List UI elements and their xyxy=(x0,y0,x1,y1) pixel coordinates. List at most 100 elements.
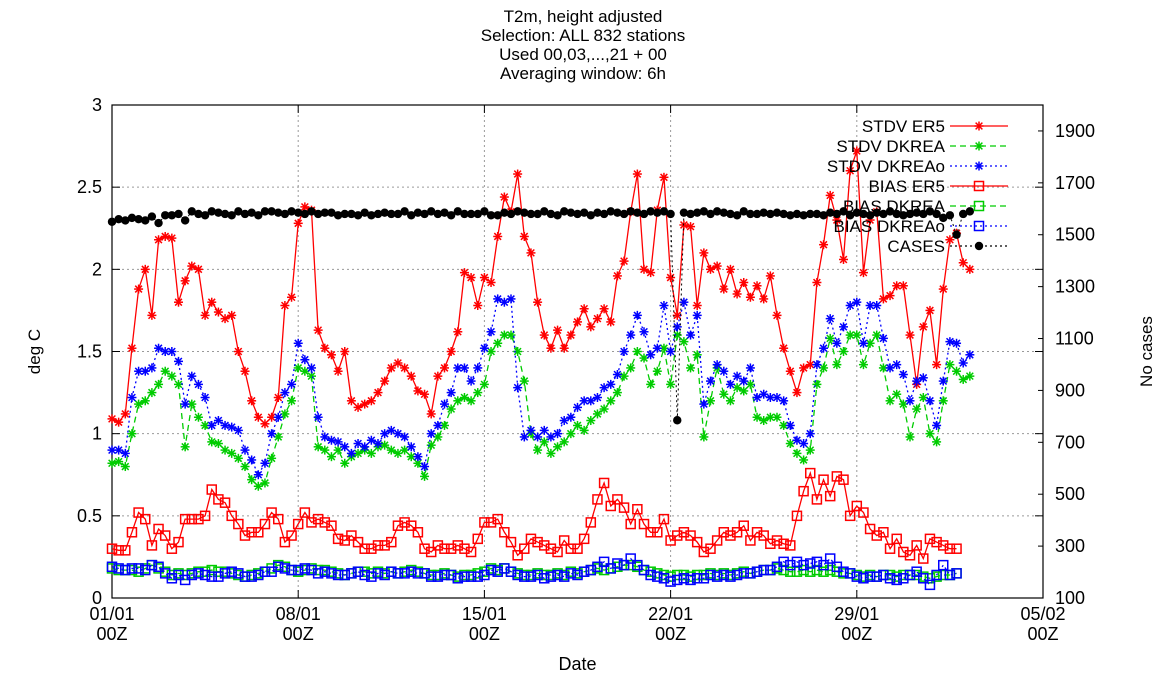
data-point xyxy=(492,566,503,577)
data-point xyxy=(147,388,157,398)
data-point xyxy=(973,200,985,212)
data-point xyxy=(665,576,676,587)
data-point xyxy=(167,347,177,356)
data-point xyxy=(918,573,929,584)
data-point xyxy=(799,455,809,465)
data-point xyxy=(200,211,210,220)
data-point xyxy=(234,207,243,216)
data-point xyxy=(267,453,277,463)
marker-stroke xyxy=(447,347,456,356)
marker-stroke xyxy=(440,400,449,408)
data-point xyxy=(974,241,984,251)
data-point xyxy=(819,211,828,220)
marker-stroke xyxy=(892,390,901,399)
marker-stroke xyxy=(932,437,941,446)
data-point xyxy=(287,396,297,406)
data-point xyxy=(904,569,916,581)
data-point xyxy=(699,207,709,216)
legend-label: BIAS ER5 xyxy=(868,177,945,196)
data-point xyxy=(965,371,975,381)
data-point xyxy=(133,563,144,574)
data-point xyxy=(433,371,443,381)
data-point xyxy=(566,330,576,340)
data-point xyxy=(712,261,722,271)
marker-stroke xyxy=(254,482,263,491)
data-point xyxy=(752,281,762,291)
data-point xyxy=(818,559,829,571)
marker-stroke xyxy=(247,475,256,484)
marker-stroke xyxy=(852,147,861,155)
data-point xyxy=(739,277,749,287)
data-point xyxy=(400,445,410,455)
marker-stroke xyxy=(646,380,655,389)
data-point xyxy=(824,553,836,564)
data-point xyxy=(359,569,370,581)
data-point xyxy=(133,507,144,518)
legend-entry: STDV DKREAo xyxy=(827,157,1008,176)
marker-stroke xyxy=(699,248,708,257)
marker-stroke xyxy=(939,396,948,405)
data-point xyxy=(420,471,430,481)
data-point xyxy=(306,517,317,528)
data-point xyxy=(878,527,889,538)
data-point xyxy=(432,540,444,551)
data-point xyxy=(752,412,762,422)
marker-stroke xyxy=(327,436,336,445)
data-point xyxy=(666,347,676,356)
data-point xyxy=(712,360,722,370)
marker-stroke xyxy=(753,281,761,290)
marker-stroke xyxy=(347,449,356,458)
marker-stroke xyxy=(759,390,768,399)
data-point xyxy=(366,448,376,458)
x-tick-label: 29/01 xyxy=(834,604,879,624)
data-point xyxy=(739,207,748,216)
marker-stroke xyxy=(533,433,542,441)
data-point xyxy=(485,564,497,576)
marker-stroke xyxy=(533,446,542,455)
marker-stroke xyxy=(354,439,362,448)
data-point xyxy=(333,211,343,220)
marker-stroke xyxy=(247,396,256,405)
data-point xyxy=(493,338,503,348)
marker-stroke xyxy=(573,318,582,326)
data-point xyxy=(426,409,436,419)
data-point xyxy=(120,545,131,556)
data-point xyxy=(932,209,941,219)
data-point xyxy=(924,533,936,545)
data-point xyxy=(472,571,483,582)
data-point xyxy=(553,211,562,220)
data-point xyxy=(400,363,410,373)
data-point xyxy=(247,208,256,217)
data-point xyxy=(140,264,150,274)
data-point xyxy=(393,429,403,439)
data-point xyxy=(759,294,769,304)
marker-stroke xyxy=(513,170,522,178)
data-point xyxy=(952,366,962,376)
data-point xyxy=(486,277,496,287)
data-point xyxy=(339,569,350,581)
data-point xyxy=(918,393,928,403)
marker-stroke xyxy=(640,327,648,336)
data-point xyxy=(871,571,882,582)
marker-stroke xyxy=(394,359,402,367)
data-point xyxy=(387,209,396,219)
marker-stroke xyxy=(739,377,748,385)
marker-stroke xyxy=(493,232,502,241)
data-point xyxy=(540,207,549,216)
marker-stroke xyxy=(686,222,695,231)
data-point xyxy=(931,569,942,581)
data-point xyxy=(120,448,130,458)
data-point xyxy=(699,432,709,442)
data-point xyxy=(879,209,888,219)
marker-stroke xyxy=(779,421,788,430)
marker-stroke xyxy=(413,459,422,468)
data-point xyxy=(440,399,449,409)
data-point xyxy=(226,510,237,522)
data-point xyxy=(460,209,469,219)
data-point xyxy=(127,429,137,439)
data-point xyxy=(253,470,263,480)
data-point xyxy=(260,207,270,216)
data-point xyxy=(652,571,663,582)
data-point xyxy=(785,439,795,449)
